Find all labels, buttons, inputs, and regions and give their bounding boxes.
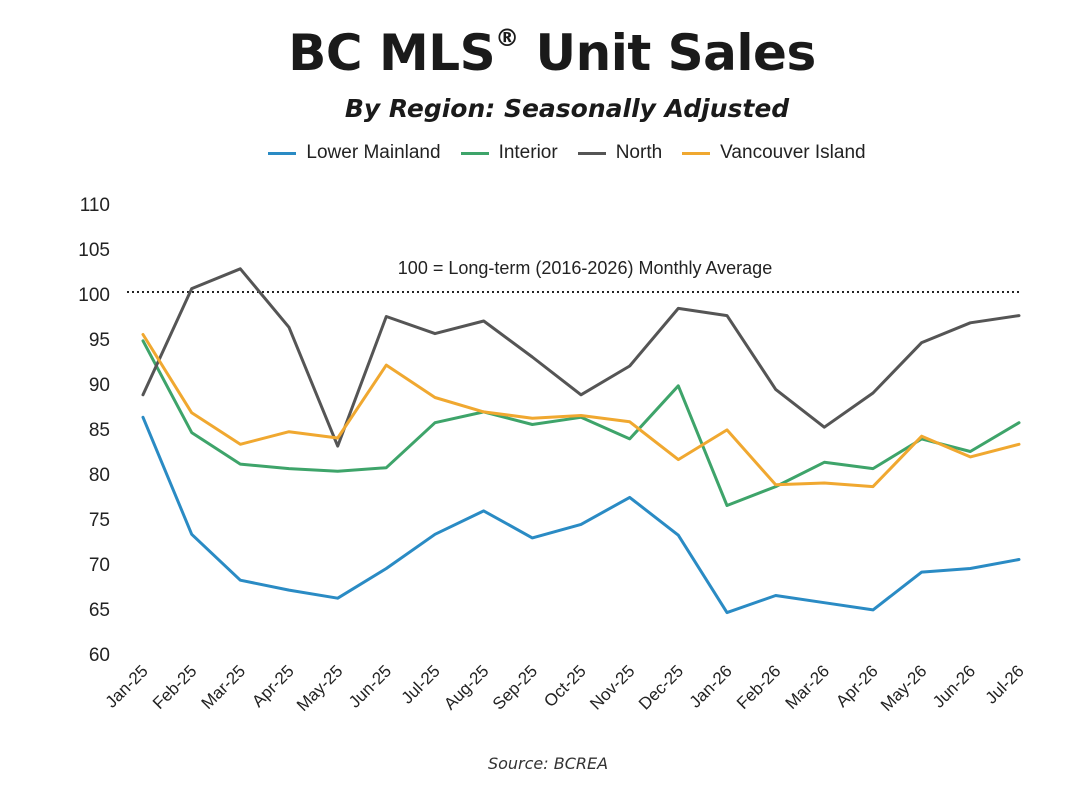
x-tick-label: Apr-25 xyxy=(248,661,298,711)
legend-item: Interior xyxy=(460,142,558,164)
y-tick-label: 95 xyxy=(89,330,110,351)
chart-legend: Lower Mainland Interior North Vancouver Isl… xyxy=(0,142,1080,164)
legend-swatch xyxy=(268,151,297,155)
y-tick-label: 75 xyxy=(89,510,110,531)
x-tick-label: Oct-25 xyxy=(540,661,590,711)
x-tick-label: Aug-25 xyxy=(440,661,492,713)
chart-title: BC MLS® Unit Sales xyxy=(0,24,1080,82)
x-tick-label: Apr-26 xyxy=(832,661,882,711)
legend-swatch xyxy=(682,151,711,155)
x-tick-label: Nov-25 xyxy=(586,661,638,713)
x-tick-label: Mar-26 xyxy=(782,661,834,713)
legend-item: North xyxy=(577,142,663,164)
series-line-interior xyxy=(141,339,1021,507)
legend-item: Lower Mainland xyxy=(268,142,441,164)
x-tick-label: Mar-25 xyxy=(198,661,250,713)
x-tick-label: Feb-25 xyxy=(149,661,201,713)
series-line-north xyxy=(141,267,1021,448)
y-tick-label: 105 xyxy=(78,240,110,261)
legend-label: North xyxy=(615,142,663,163)
chart-title-main: BC MLS xyxy=(288,24,496,82)
chart-subtitle: By Region: Seasonally Adjusted xyxy=(344,94,790,123)
y-tick-label: 65 xyxy=(89,600,110,621)
x-tick-label: Jul-26 xyxy=(982,661,1028,707)
chart-source: Source: BCREA xyxy=(487,754,609,773)
x-tick-label: Jan-25 xyxy=(102,661,152,711)
x-tick-label: Dec-25 xyxy=(635,661,687,713)
series-line-vancouver-island xyxy=(141,333,1021,489)
legend-swatch xyxy=(577,151,606,155)
reference-line-label: 100 = Long-term (2016-2026) Monthly Aver… xyxy=(398,258,772,278)
x-tick-label: Jan-26 xyxy=(686,661,736,711)
legend-label: Vancouver Island xyxy=(720,142,866,163)
registered-mark: ® xyxy=(495,24,519,53)
y-tick-label: 110 xyxy=(80,195,110,216)
chart-title-suffix: Unit Sales xyxy=(518,24,817,82)
y-tick-label: 70 xyxy=(89,555,110,576)
x-tick-label: Jun-25 xyxy=(345,661,395,711)
y-tick-label: 80 xyxy=(89,465,110,486)
y-tick-label: 60 xyxy=(89,645,110,666)
y-tick-label: 100 xyxy=(78,285,110,306)
legend-swatch xyxy=(460,151,489,155)
x-tick-label: Jul-25 xyxy=(398,661,444,707)
x-tick-label: Jun-26 xyxy=(929,661,979,711)
y-tick-label: 85 xyxy=(89,420,110,441)
x-tick-label: May-26 xyxy=(877,661,931,715)
y-tick-label: 90 xyxy=(89,375,110,396)
series-line-lower-mainland xyxy=(141,415,1021,615)
x-tick-label: Feb-26 xyxy=(733,661,785,713)
legend-label: Interior xyxy=(498,142,558,163)
legend-item: Vancouver Island xyxy=(682,142,866,164)
legend-label: Lower Mainland xyxy=(306,142,441,163)
x-tick-label: May-25 xyxy=(293,661,347,715)
x-tick-label: Sep-25 xyxy=(489,661,541,713)
